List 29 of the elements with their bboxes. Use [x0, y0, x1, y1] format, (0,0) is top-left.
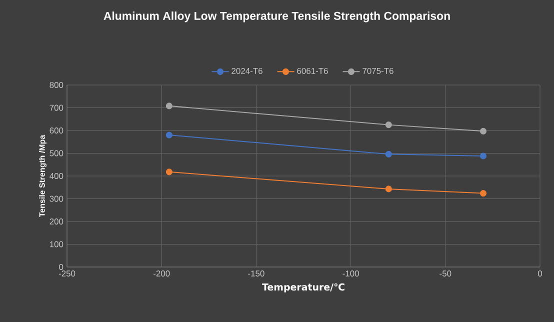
- x-axis-title: Temperature/℃: [262, 283, 344, 292]
- point: [480, 190, 487, 197]
- y-tick-label: 700: [50, 104, 64, 111]
- legend-label: 7075-T6: [362, 68, 394, 74]
- point: [385, 150, 392, 158]
- point: [480, 152, 487, 160]
- point: [166, 168, 172, 176]
- y-tick-label: 100: [50, 241, 64, 248]
- legend-label: 6061-T6: [297, 68, 328, 74]
- point: [166, 102, 172, 110]
- point: [385, 122, 392, 128]
- chart-title: Aluminum Alloy Low Temperature Tensile Strength Comparison: [104, 12, 450, 22]
- y-tick-label: 600: [50, 128, 64, 134]
- y-tick-label: 800: [50, 82, 64, 88]
- y-tick-label: 500: [50, 150, 64, 156]
- x-tick-label: -200: [154, 270, 170, 277]
- x-tick-label: -250: [58, 270, 76, 277]
- x-tick-label: -100: [342, 270, 359, 277]
- y-tick-label: 300: [50, 196, 64, 202]
- y-tick-label: 400: [50, 173, 64, 179]
- legend-label: 2024-T6: [232, 68, 262, 74]
- point: [166, 132, 172, 138]
- y-tick-label: 200: [50, 218, 64, 224]
- x-tick-label: -150: [248, 270, 264, 277]
- x-tick-label: -50: [440, 270, 452, 277]
- y-tick-label: 0: [59, 264, 64, 270]
- point: [385, 186, 392, 192]
- x-tick-label: 0: [538, 270, 542, 277]
- point: [480, 128, 487, 134]
